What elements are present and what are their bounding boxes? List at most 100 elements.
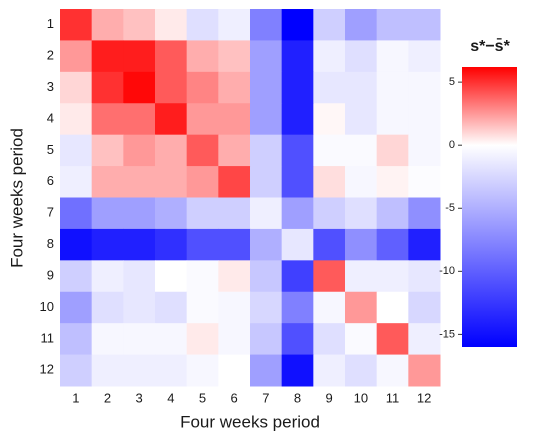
heatmap-cell: [250, 197, 283, 230]
heatmap-cell: [250, 323, 283, 356]
x-tick-label: 5: [199, 390, 206, 405]
heatmap-cell: [345, 197, 378, 230]
colorbar-tick-label: -10: [439, 265, 455, 277]
x-tick-label: 12: [417, 390, 431, 405]
heatmap-cell: [408, 166, 441, 198]
heatmap-cell: [408, 323, 441, 356]
heatmap-cell: [123, 197, 156, 230]
heatmap-cell: [376, 103, 409, 136]
heatmap-cell: [155, 103, 188, 136]
heatmap-cell: [250, 103, 283, 136]
heatmap-cell: [376, 323, 409, 356]
heatmap-cell: [218, 228, 251, 261]
heatmap-cell: [250, 291, 283, 324]
x-tick-label: 8: [294, 390, 301, 405]
heatmap-cell: [376, 291, 409, 324]
heatmap-cell: [281, 354, 314, 387]
heatmap-cell: [345, 40, 378, 73]
heatmap-cell: [218, 291, 251, 324]
heatmap-cell: [186, 134, 219, 167]
heatmap-cell: [313, 228, 346, 261]
heatmap-cell: [186, 323, 219, 356]
heatmap-cell: [218, 71, 251, 104]
x-tick-label: 1: [72, 390, 79, 405]
y-tick-label: 12: [40, 362, 54, 377]
heatmap-cell: [60, 197, 93, 230]
heatmap-cell: [123, 291, 156, 324]
heatmap-cell: [408, 134, 441, 167]
heatmap-cell: [313, 134, 346, 167]
y-tick-label: 3: [47, 79, 54, 94]
x-tick-label: 11: [386, 390, 400, 405]
heatmap-cell: [123, 323, 156, 356]
heatmap-cell: [313, 323, 346, 356]
heatmap-cell: [281, 166, 314, 198]
y-axis-title: Four weeks period: [7, 128, 26, 268]
heatmap-cell: [250, 260, 283, 293]
heatmap-cell: [281, 228, 314, 261]
x-tick-label: 7: [262, 390, 269, 405]
heatmap-cell: [408, 71, 441, 104]
heatmap-cell: [91, 166, 124, 198]
heatmap-cell: [186, 197, 219, 230]
heatmap-cell: [218, 197, 251, 230]
heatmap-cell: [345, 354, 378, 387]
heatmap-cell: [408, 103, 441, 136]
heatmap-cell: [186, 103, 219, 136]
colorbar-title: s*−s̄*: [470, 36, 510, 55]
heatmap-cell: [91, 103, 124, 136]
heatmap-cell: [186, 166, 219, 198]
heatmap-cell: [250, 228, 283, 261]
heatmap-cell: [186, 354, 219, 387]
heatmap-cell: [186, 9, 219, 41]
heatmap-cell: [91, 197, 124, 230]
heatmap-cell: [60, 9, 93, 41]
heatmap-cell: [218, 166, 251, 198]
heatmap-cell: [91, 291, 124, 324]
y-tick-label: 9: [47, 267, 54, 282]
heatmap-cell: [123, 103, 156, 136]
heatmap-cell: [123, 40, 156, 73]
x-tick-label: 2: [104, 390, 111, 405]
heatmap-cell: [218, 323, 251, 356]
heatmap-cell: [408, 228, 441, 261]
x-tick-label: 9: [326, 390, 333, 405]
heatmap-cell: [218, 9, 251, 41]
heatmap-cell: [155, 323, 188, 356]
heatmap-cell: [376, 197, 409, 230]
heatmap-cell: [60, 323, 93, 356]
heatmap-cell: [123, 71, 156, 104]
heatmap-cell: [218, 260, 251, 293]
heatmap-cell: [186, 260, 219, 293]
x-tick-label: 10: [354, 390, 368, 405]
heatmap-cell: [408, 197, 441, 230]
heatmap-cell: [250, 9, 283, 41]
heatmap-cell: [60, 166, 93, 198]
colorbar-tick-label: -15: [439, 328, 455, 340]
heatmap-cell: [91, 134, 124, 167]
heatmap-cell: [186, 71, 219, 104]
heatmap-cell: [218, 103, 251, 136]
heatmap-cell: [313, 291, 346, 324]
y-tick-label: 7: [47, 205, 54, 220]
x-tick-label: 4: [167, 390, 174, 405]
colorbar: [462, 67, 517, 347]
y-tick-label: 8: [47, 236, 54, 251]
heatmap-cell: [281, 323, 314, 356]
y-tick-label: 11: [41, 330, 55, 345]
heatmap-cell: [155, 354, 188, 387]
heatmap-cell: [345, 103, 378, 136]
heatmap-cell: [281, 71, 314, 104]
heatmap-cell: [250, 354, 283, 387]
heatmap-cell: [281, 134, 314, 167]
heatmap-cell: [91, 9, 124, 41]
colorbar-tick-label: -5: [445, 202, 455, 214]
heatmap-cell: [313, 197, 346, 230]
heatmap-cell: [345, 134, 378, 167]
heatmap-cell: [186, 291, 219, 324]
heatmap-cell: [60, 134, 93, 167]
heatmap-cell: [60, 71, 93, 104]
y-tick-label: 2: [47, 48, 54, 63]
y-tick-label: 1: [47, 16, 54, 31]
heatmap-cell: [345, 166, 378, 198]
